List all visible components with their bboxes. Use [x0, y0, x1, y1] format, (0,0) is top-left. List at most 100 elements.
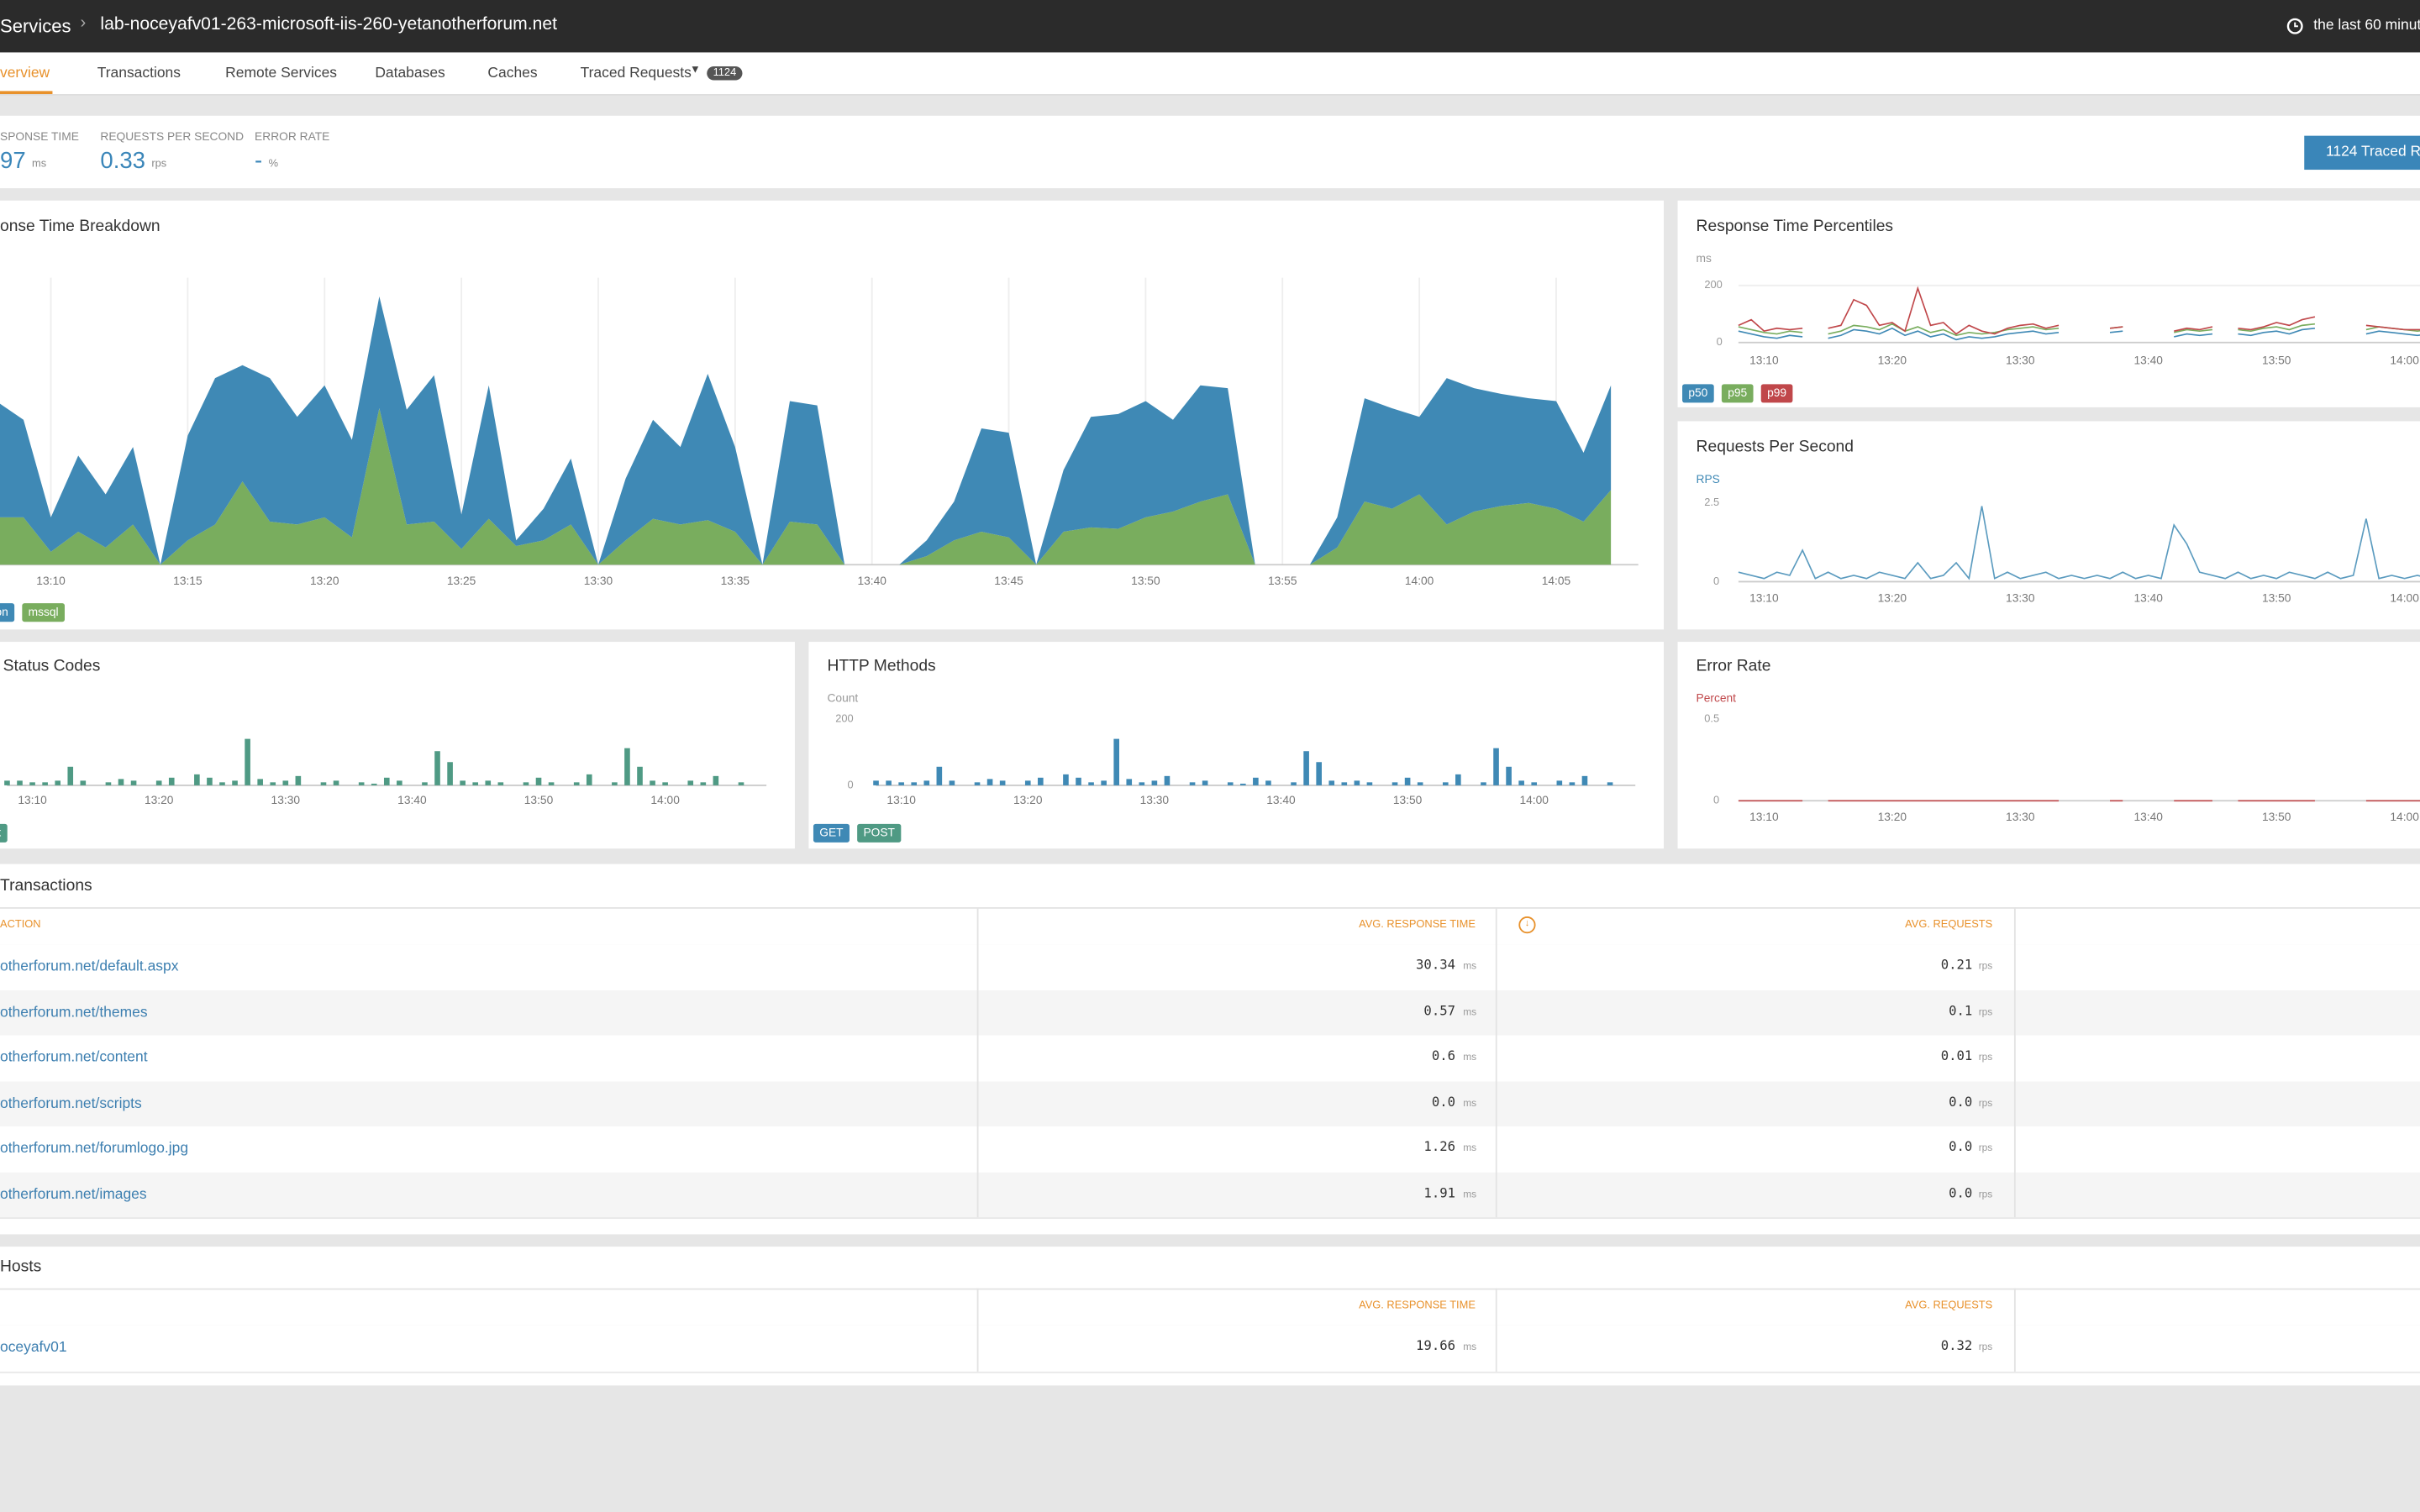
bar	[371, 783, 377, 785]
tab[interactable]: Remote Services	[225, 65, 338, 82]
response-time: 30.34	[1416, 958, 1456, 974]
bar	[194, 774, 200, 785]
bar	[700, 782, 707, 785]
column-header: AVG. REQUESTS	[1905, 1300, 1993, 1312]
stat-label: REQUESTS PER SECOND	[100, 129, 245, 144]
requests: 0.01	[1940, 1048, 1973, 1065]
tab[interactable]: Traced Requests	[580, 65, 692, 82]
x-tick-label: 13:20	[1878, 591, 1907, 604]
response-time: 0.57	[1423, 1003, 1456, 1020]
x-tick-label: 13:30	[1140, 794, 1170, 806]
bar	[1556, 780, 1563, 785]
unit: ms	[1463, 1006, 1477, 1018]
x-tick-label: 13:20	[145, 794, 174, 806]
x-tick-label: 13:35	[721, 575, 750, 587]
requests: 0.32	[1940, 1339, 1973, 1355]
bar	[55, 780, 61, 785]
row-name[interactable]: otherforum.net/themes	[0, 1003, 148, 1021]
unit: ms	[1463, 1097, 1477, 1109]
bar	[397, 780, 402, 785]
x-tick-label: 13:10	[36, 575, 66, 587]
bar	[219, 782, 225, 785]
column-header: AVG. RESPONSE TIME	[1359, 919, 1476, 931]
bar	[434, 751, 440, 785]
x-tick-label: 13:50	[2262, 354, 2291, 366]
x-tick-label: 13:25	[447, 575, 476, 587]
row-name[interactable]: otherforum.net/forumlogo.jpg	[0, 1140, 189, 1158]
bar	[497, 782, 504, 785]
breadcrumb[interactable]: Services	[0, 15, 71, 38]
stat-value: 0.33	[100, 148, 146, 175]
x-tick-label: 13:40	[2134, 811, 2164, 823]
x-tick-label: 14:00	[2390, 354, 2419, 366]
bar	[485, 780, 492, 785]
bar	[1265, 780, 1271, 785]
bar	[1531, 782, 1538, 785]
y-tick-label: 200	[835, 711, 853, 724]
x-tick-label: 13:55	[1268, 575, 1297, 587]
bar	[1024, 780, 1031, 785]
x-tick-label: 13:30	[271, 794, 301, 806]
unit: rps	[1978, 1052, 1993, 1063]
unit: ms	[1463, 1189, 1477, 1200]
legend-label: GET	[819, 826, 844, 838]
requests: 0.0	[1949, 1095, 1973, 1110]
time-range[interactable]: the last 60 minute	[2313, 17, 2420, 34]
tab[interactable]: Transactions	[97, 65, 181, 82]
x-tick-label: 13:30	[2006, 591, 2035, 604]
unit: rps	[1978, 1143, 1993, 1154]
bar	[270, 782, 276, 785]
bar	[637, 766, 643, 785]
bar	[1328, 780, 1335, 785]
bar	[738, 782, 744, 785]
chart: Requests Per Second RPS 0 2.5 13:10 13:20 13:3…	[1697, 438, 2420, 604]
column-border	[2013, 907, 2016, 1218]
chart: Response Time Percentiles ms 0 200 13:10 13:2…	[1682, 218, 2420, 403]
table-row	[0, 1080, 2420, 1128]
response-time: 1.26	[1423, 1140, 1456, 1156]
bar	[232, 780, 238, 785]
traced-requests-button[interactable]: 1124 Traced Re	[2304, 135, 2420, 171]
panel	[808, 642, 1665, 849]
chart-title: HTTP Methods	[827, 658, 935, 675]
x-tick-label: 13:50	[2262, 591, 2291, 604]
row-name[interactable]: otherforum.net/content	[0, 1048, 148, 1067]
column-header: AVG. REQUESTS	[1905, 919, 1993, 931]
stat-label: ERROR RATE	[255, 129, 330, 144]
bar	[548, 782, 555, 785]
bar	[586, 774, 592, 785]
x-tick-label: 13:50	[524, 794, 554, 806]
unit: ms	[1463, 1341, 1477, 1353]
y-tick-label: 0.5	[1704, 711, 1719, 724]
row-name[interactable]: otherforum.net/default.aspx	[0, 958, 179, 975]
y-axis-label: ms	[1697, 252, 1712, 265]
bar	[986, 779, 993, 785]
row-name[interactable]: otherforum.net/scripts	[0, 1095, 142, 1112]
sort-icon[interactable]: ↓	[1518, 916, 1536, 934]
dropdown-caret[interactable]: ▼	[690, 65, 701, 76]
chart-title: Status Codes	[3, 658, 101, 675]
row-name[interactable]: oceyafv01	[0, 1339, 67, 1357]
requests: 0.1	[1949, 1003, 1973, 1020]
bar	[1126, 779, 1133, 785]
response-time: 1.91	[1423, 1185, 1456, 1201]
unit: rps	[1978, 1341, 1993, 1353]
tab[interactable]: Caches	[487, 65, 538, 82]
tab[interactable]: Databases	[375, 65, 445, 82]
stat-unit: %	[268, 159, 279, 171]
bar	[873, 780, 879, 785]
bar	[1303, 751, 1309, 785]
x-tick-label: 13:30	[2006, 354, 2035, 366]
bar	[1139, 782, 1145, 785]
unit: rps	[1978, 1097, 1993, 1109]
bar	[130, 780, 137, 785]
tab[interactable]: verview	[0, 65, 50, 82]
y-tick-label: 0	[1713, 794, 1719, 806]
table-row	[0, 990, 2420, 1037]
bar	[898, 782, 904, 785]
legend-label: p99	[1767, 386, 1786, 399]
x-tick-label: 13:15	[173, 575, 203, 587]
row-name[interactable]: otherforum.net/images	[0, 1185, 147, 1203]
